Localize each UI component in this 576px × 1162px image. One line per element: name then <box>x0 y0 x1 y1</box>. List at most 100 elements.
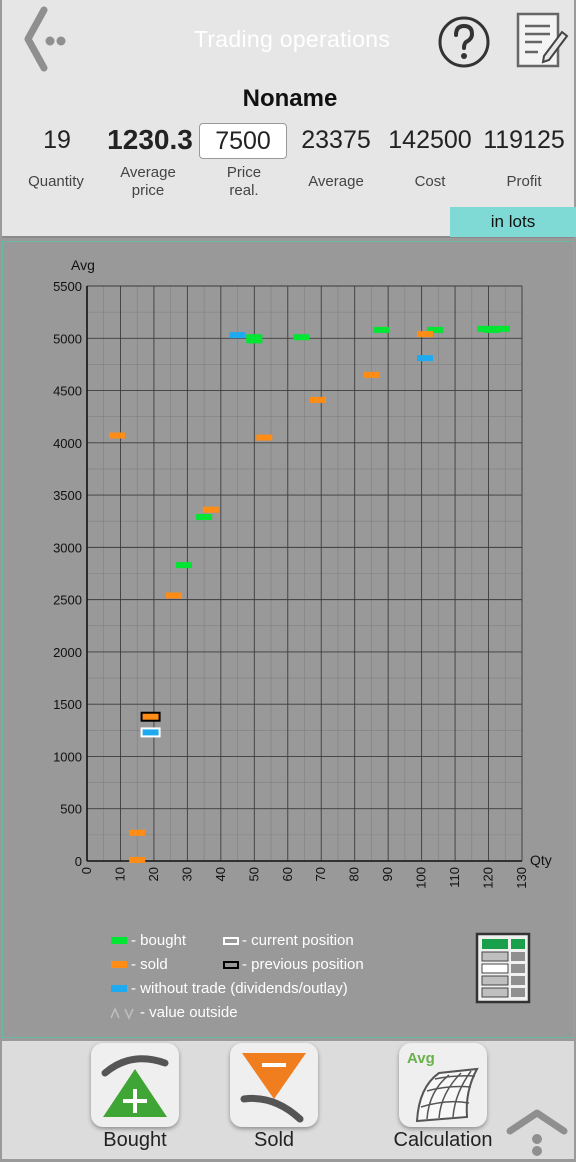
legend-without-trade-text: - without trade (dividends/outlay) <box>131 980 348 997</box>
chevron-up-dot-icon <box>506 1109 568 1156</box>
action-bar: Bought Sold Avg Calculation <box>2 1041 574 1159</box>
sold-point <box>202 506 219 513</box>
y-tick-label: 5500 <box>53 279 82 294</box>
cost-label: Cost <box>414 173 446 190</box>
price-real-label: Price real. <box>202 164 286 200</box>
profit-label: Profit <box>506 173 542 190</box>
sold-label: Sold <box>253 1129 295 1151</box>
bought-button[interactable]: Bought <box>90 1043 180 1152</box>
x-tick-label: 0 <box>79 867 94 874</box>
legend-previous-position-text: - previous position <box>242 956 364 973</box>
back-arrow-icon <box>24 6 66 72</box>
average-price-label: Average price <box>106 164 190 200</box>
price-real-label-line1: Price <box>226 164 262 181</box>
legend-current-position-text: - current position <box>242 932 354 949</box>
x-tick-label: 100 <box>414 867 429 889</box>
help-button[interactable] <box>436 14 492 70</box>
summary-panel: Trading operations Noname 19 Quantity 12… <box>2 0 576 238</box>
without-trade-point <box>229 332 246 339</box>
legend-current-position-swatch <box>223 936 239 945</box>
legend-current-position: - current position <box>223 932 354 949</box>
bought-point <box>246 334 263 341</box>
sold-point <box>363 371 380 378</box>
x-tick-label: 120 <box>481 867 496 889</box>
x-tick-label: 60 <box>280 867 295 881</box>
data-table-button[interactable] <box>475 932 531 1004</box>
x-tick-label: 130 <box>514 867 529 889</box>
calculation-label: Calculation <box>393 1129 493 1151</box>
current-position-marker <box>140 727 161 738</box>
x-tick-label: 20 <box>146 867 161 881</box>
y-tick-label: 5000 <box>53 331 82 346</box>
x-tick-label: 80 <box>347 867 362 881</box>
quantity-label: Quantity <box>28 173 84 190</box>
up-down-arrows-icon <box>110 1006 134 1020</box>
average-price-label-line2: price <box>131 182 165 199</box>
calculation-badge: Avg <box>407 1050 435 1067</box>
y-tick-label: 4000 <box>53 436 82 451</box>
legend-previous-position: - previous position <box>223 956 364 973</box>
calculation-tile: Avg <box>399 1043 487 1127</box>
table-icon <box>475 932 531 1004</box>
x-tick-label: 40 <box>213 867 228 881</box>
price-real-label-line2: real. <box>229 182 259 199</box>
x-tick-label: 70 <box>313 867 328 881</box>
sold-tile <box>230 1043 318 1127</box>
bought-point <box>483 326 500 333</box>
y-tick-label: 3500 <box>53 488 82 503</box>
legend-sold-swatch <box>111 961 127 968</box>
legend-value-outside-text: - value outside <box>140 1004 238 1021</box>
sold-point <box>309 396 326 403</box>
x-tick-label: 50 <box>246 867 261 881</box>
x-tick-label: 90 <box>380 867 395 881</box>
sell-triangle-icon <box>240 1053 306 1123</box>
report-button[interactable] <box>514 10 570 70</box>
price-real-input[interactable] <box>199 123 287 159</box>
back-button[interactable] <box>18 6 74 72</box>
sold-button[interactable]: Sold <box>229 1043 319 1152</box>
collapse-button[interactable] <box>504 1101 570 1157</box>
x-axis-title: Qty <box>530 852 552 868</box>
legend-value-outside: - value outside <box>107 1004 238 1021</box>
average-value: 23375 <box>301 126 371 154</box>
sold-point <box>129 856 146 863</box>
y-tick-label: 2000 <box>53 645 82 660</box>
legend-sold: - sold <box>111 956 168 973</box>
x-tick-label: 10 <box>112 867 127 881</box>
in-lots-toggle[interactable]: in lots <box>450 207 576 237</box>
instrument-name: Noname <box>242 85 338 112</box>
without-trade-point <box>416 355 433 362</box>
y-tick-label: 1000 <box>53 749 82 764</box>
legend-without-trade-swatch <box>111 985 127 992</box>
calculation-button[interactable]: Avg Calculation <box>388 1043 498 1152</box>
bought-point <box>246 337 263 344</box>
bought-point <box>176 562 193 569</box>
legend-without-trade: - without trade (dividends/outlay) <box>111 980 348 997</box>
bought-point <box>196 514 213 521</box>
sold-point <box>129 829 146 836</box>
legend-sold-text: - sold <box>131 956 168 973</box>
y-tick-label: 2500 <box>53 593 82 608</box>
y-tick-label: 1500 <box>53 697 82 712</box>
quantity-value: 19 <box>43 126 71 154</box>
avg-qty-chart[interactable]: 0500100015002000250030003500400045005000… <box>3 242 573 922</box>
bought-tile <box>91 1043 179 1127</box>
bought-point <box>293 334 310 341</box>
screen-title: Trading operations <box>193 26 391 52</box>
legend-bought: - bought <box>111 932 186 949</box>
legend-previous-position-swatch <box>223 960 239 969</box>
average-price-label-line1: Average <box>120 164 176 181</box>
question-mark-icon <box>438 16 490 68</box>
sold-point <box>109 432 126 439</box>
average-price-value: 1230.3 <box>107 124 193 155</box>
sold-point <box>166 592 182 599</box>
buy-triangle-icon <box>101 1055 169 1117</box>
sold-point <box>416 331 433 338</box>
sold-point <box>256 434 273 441</box>
previous-position-marker <box>140 711 161 722</box>
bought-label: Bought <box>103 1129 167 1151</box>
bought-point <box>493 325 510 332</box>
y-axis-title: Avg <box>71 257 95 273</box>
legend-bought-text: - bought <box>131 932 187 949</box>
x-tick-label: 30 <box>179 867 194 881</box>
